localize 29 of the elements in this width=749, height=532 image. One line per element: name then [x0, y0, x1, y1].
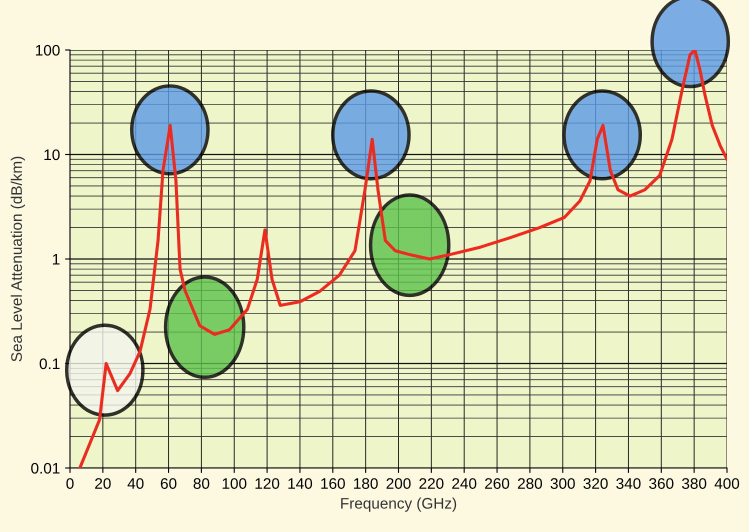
x-tick-label: 160 — [321, 478, 345, 489]
x-tick-label: 240 — [452, 478, 476, 489]
x-tick-label: 200 — [386, 478, 411, 489]
x-tick-label: 80 — [194, 478, 210, 489]
y-tick-label: 10 — [44, 149, 60, 160]
x-tick-label: 40 — [128, 478, 144, 489]
x-tick-label: 0 — [66, 478, 74, 489]
x-tick-label: 100 — [222, 478, 246, 489]
line-series — [78, 50, 727, 468]
x-tick-label: 380 — [682, 478, 706, 489]
x-tick-label: 120 — [256, 478, 280, 489]
x-tick-label: 180 — [354, 478, 378, 489]
y-tick-label: 0.01 — [31, 462, 60, 474]
x-tick-label: 320 — [583, 478, 608, 489]
y-tick-label: 100 — [36, 44, 60, 56]
x-tick-label: 140 — [288, 478, 312, 489]
y-tick-label: 1 — [52, 254, 60, 265]
x-tick-label: 60 — [160, 478, 176, 489]
x-tick-label: 400 — [714, 478, 740, 489]
y-tick-label: 0.1 — [40, 358, 60, 370]
x-tick-label: 300 — [550, 478, 575, 489]
x-tick-label: 220 — [419, 478, 444, 489]
x-axis-title: Frequency (GHz) — [341, 498, 456, 512]
y-axis-title: Sea Level Attenuation (dB/km) — [10, 156, 25, 362]
x-tick-label: 340 — [616, 478, 641, 489]
x-tick-label: 260 — [485, 478, 510, 489]
x-tick-label: 20 — [95, 478, 111, 489]
x-tick-label: 280 — [518, 478, 542, 489]
x-tick-label: 360 — [649, 478, 674, 489]
